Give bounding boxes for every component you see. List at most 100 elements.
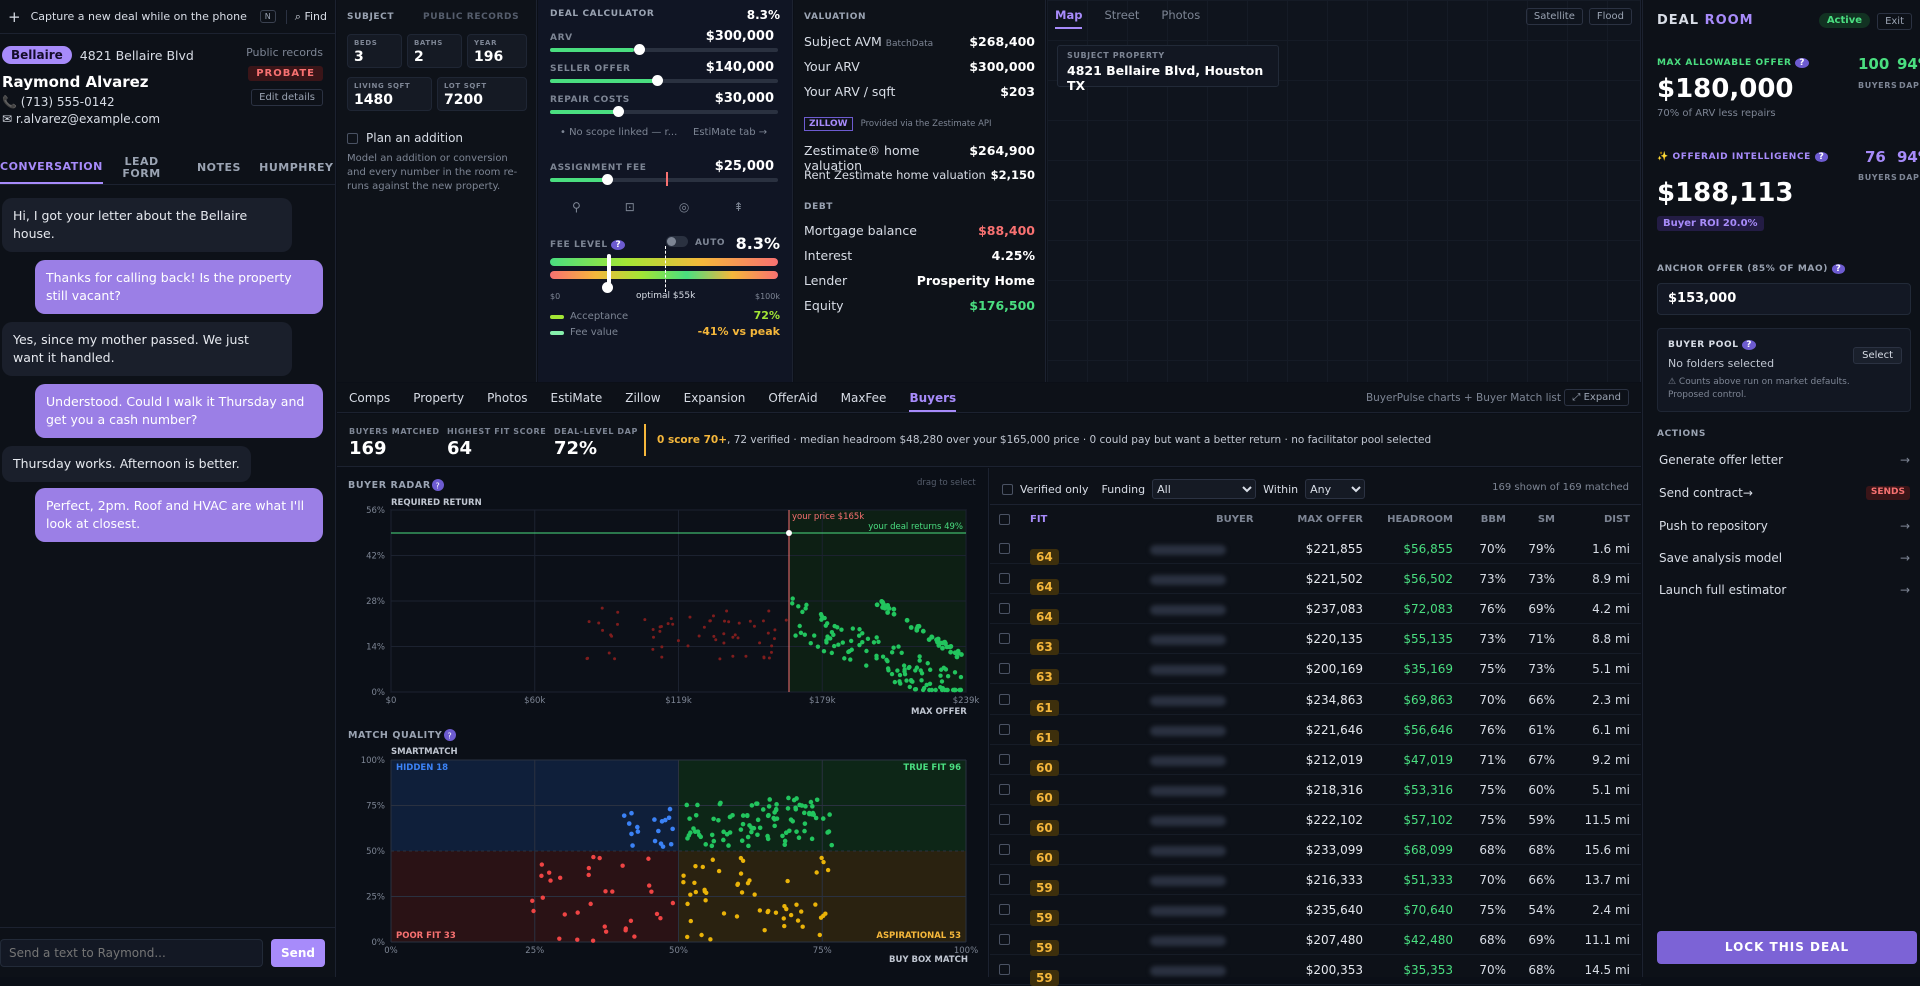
table-row[interactable]: 61 $234,863 $69,863 70% 66% 2.3 mi: [990, 685, 1641, 715]
action-push-repository[interactable]: Push to repository→: [1659, 519, 1910, 533]
tab-notes[interactable]: NOTES: [180, 151, 257, 184]
row-checkbox[interactable]: [999, 874, 1010, 885]
action-send-contract[interactable]: Send contract→SENDS: [1659, 486, 1910, 500]
verified-checkbox[interactable]: [1002, 484, 1013, 495]
pool-select-button[interactable]: Select: [1853, 347, 1902, 364]
col-sm[interactable]: SM: [1518, 514, 1555, 525]
col-dist[interactable]: DIST: [1570, 514, 1630, 525]
row-checkbox[interactable]: [999, 754, 1010, 765]
auto-toggle[interactable]: [666, 236, 688, 247]
buyer-radar-plot[interactable]: 56%42%28%14%0%$0$60k$119k$179k$239kyour …: [366, 506, 979, 706]
tab-expansion[interactable]: Expansion: [684, 391, 746, 412]
tab-zillow[interactable]: Zillow: [625, 391, 660, 412]
table-row[interactable]: 64 $221,502 $56,502 73% 73% 8.9 mi: [990, 564, 1641, 594]
fee-slider-handle[interactable]: [602, 174, 613, 185]
map-panel[interactable]: Map Street Photos Satellite Flood SUBJEC…: [1047, 0, 1641, 382]
verified-label[interactable]: Verified only: [1020, 483, 1088, 496]
row-checkbox[interactable]: [999, 964, 1010, 975]
tab-maxfee[interactable]: MaxFee: [841, 391, 887, 412]
row-checkbox[interactable]: [999, 904, 1010, 915]
lead-phone[interactable]: (713) 555-0142: [21, 95, 115, 109]
target-icon[interactable]: ◎: [679, 200, 689, 214]
tab-lead-form[interactable]: LEAD FORM: [103, 151, 180, 184]
action-save-model[interactable]: Save analysis model→: [1659, 551, 1910, 565]
capture-bar[interactable]: + Capture a new deal while on the phone …: [0, 0, 335, 34]
capture-text[interactable]: Capture a new deal while on the phone: [31, 10, 250, 23]
arv-slider-handle[interactable]: [634, 44, 645, 55]
row-checkbox[interactable]: [999, 633, 1010, 644]
tab-photos[interactable]: Photos: [1161, 8, 1200, 29]
tab-property[interactable]: Property: [413, 391, 464, 412]
row-checkbox[interactable]: [999, 694, 1010, 705]
table-row[interactable]: 64 $237,083 $72,083 76% 69% 4.2 mi: [990, 594, 1641, 624]
row-checkbox[interactable]: [999, 844, 1010, 855]
message-input[interactable]: [0, 939, 263, 967]
table-row[interactable]: 59 $216,333 $51,333 70% 66% 13.7 mi: [990, 865, 1641, 895]
help-icon[interactable]: ?: [1832, 264, 1846, 274]
col-max-offer[interactable]: MAX OFFER: [1290, 514, 1363, 525]
tab-estimate[interactable]: EstiMate: [551, 391, 603, 412]
plan-addition-checkbox[interactable]: [347, 133, 358, 144]
tab-offeraid[interactable]: OfferAid: [768, 391, 817, 412]
table-row[interactable]: 61 $221,646 $56,646 76% 61% 6.1 mi: [990, 715, 1641, 745]
tab-map[interactable]: Map: [1055, 8, 1082, 29]
public-records-label[interactable]: PUBLIC RECORDS: [423, 12, 519, 22]
public-records-link[interactable]: Public records: [246, 46, 323, 59]
tab-photos[interactable]: Photos: [487, 391, 527, 412]
help-icon[interactable]: ?: [1742, 340, 1756, 350]
table-row[interactable]: 63 $200,169 $35,169 75% 73% 5.1 mi: [990, 654, 1641, 684]
tab-street[interactable]: Street: [1104, 8, 1139, 29]
buyer-charts[interactable]: BUYER RADAR ? drag to select REQUIRED RE…: [337, 468, 989, 977]
fee-slider[interactable]: [550, 178, 778, 182]
route-icon[interactable]: ⇞: [733, 200, 743, 214]
charts-svg[interactable]: BUYER RADAR ? drag to select REQUIRED RE…: [337, 468, 989, 977]
seller-slider-handle[interactable]: [652, 75, 663, 86]
help-icon[interactable]: ?: [1815, 152, 1829, 162]
tab-humphrey[interactable]: HUMPHREY: [258, 151, 335, 184]
col-bbm[interactable]: BBM: [1464, 514, 1506, 525]
seller-slider[interactable]: [550, 79, 778, 83]
table-row[interactable]: 60 $222,102 $57,102 75% 59% 11.5 mi: [990, 805, 1641, 835]
row-checkbox[interactable]: [999, 543, 1010, 554]
funding-select[interactable]: All: [1152, 479, 1256, 499]
table-row[interactable]: 59 $200,353 $35,353 70% 68% 14.5 mi: [990, 955, 1641, 985]
table-row[interactable]: 60 $233,099 $68,099 68% 68% 15.6 mi: [990, 835, 1641, 865]
fee-level-handle[interactable]: [602, 282, 613, 293]
table-row[interactable]: 64 $221,855 $56,855 70% 79% 1.6 mi: [990, 534, 1641, 564]
table-row[interactable]: 59 $235,640 $70,640 75% 54% 2.4 mi: [990, 895, 1641, 925]
table-row[interactable]: 60 $218,316 $53,316 75% 60% 5.1 mi: [990, 775, 1641, 805]
table-row[interactable]: 59 $207,480 $42,480 68% 69% 11.1 mi: [990, 925, 1641, 955]
fee-level-marker[interactable]: [607, 254, 611, 284]
action-generate-offer[interactable]: Generate offer letter→: [1659, 453, 1910, 467]
edit-details-button[interactable]: Edit details: [251, 89, 323, 106]
tab-conversation[interactable]: CONVERSATION: [0, 151, 103, 184]
row-checkbox[interactable]: [999, 814, 1010, 825]
plus-icon[interactable]: +: [8, 8, 21, 26]
anchor-input[interactable]: $153,000: [1657, 283, 1911, 315]
lock-icon[interactable]: ⊡: [625, 200, 635, 214]
satellite-button[interactable]: Satellite: [1526, 8, 1583, 25]
exit-button[interactable]: Exit: [1877, 13, 1912, 30]
help-icon[interactable]: ?: [611, 240, 625, 250]
action-launch-estimator[interactable]: Launch full estimator→: [1659, 583, 1910, 597]
flood-button[interactable]: Flood: [1589, 8, 1632, 25]
lock-deal-button[interactable]: LOCK THIS DEAL: [1657, 931, 1917, 964]
col-buyer[interactable]: BUYER: [1216, 514, 1254, 525]
row-checkbox[interactable]: [999, 784, 1010, 795]
row-checkbox[interactable]: [999, 603, 1010, 614]
within-select[interactable]: Any: [1305, 479, 1365, 499]
row-checkbox[interactable]: [999, 934, 1010, 945]
table-row[interactable]: 60 $212,019 $47,019 71% 67% 9.2 mi: [990, 745, 1641, 775]
estimate-tab-link[interactable]: EstiMate tab →: [693, 127, 767, 138]
expand-button[interactable]: ⤢ Expand: [1564, 389, 1629, 406]
find-button[interactable]: ⌕ Find: [286, 10, 327, 24]
row-checkbox[interactable]: [999, 663, 1010, 674]
repair-slider[interactable]: [550, 110, 778, 114]
col-headroom[interactable]: HEADROOM: [1383, 514, 1453, 525]
row-checkbox[interactable]: [999, 724, 1010, 735]
tab-buyers[interactable]: Buyers: [909, 391, 956, 412]
row-checkbox[interactable]: [999, 573, 1010, 584]
walk-icon[interactable]: ⚲: [572, 200, 581, 214]
table-row[interactable]: 63 $220,135 $55,135 73% 71% 8.8 mi: [990, 624, 1641, 654]
